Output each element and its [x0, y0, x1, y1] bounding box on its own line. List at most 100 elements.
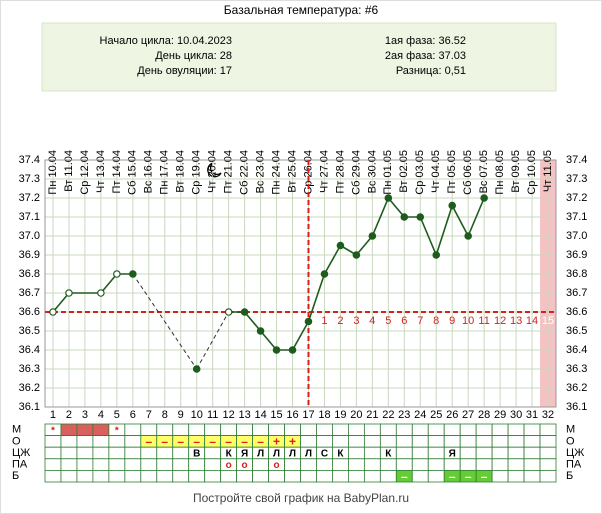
y-tick-label: 37.2: [19, 192, 40, 204]
cell: [523, 469, 541, 483]
cell: [523, 458, 541, 471]
info-text: День цикла: 28: [155, 50, 232, 62]
cell: [268, 469, 285, 483]
cell-text: –: [241, 435, 248, 449]
cell: [348, 446, 365, 460]
cell: [363, 435, 381, 448]
line-segment: [451, 205, 469, 237]
x-tick-label: 26: [446, 409, 458, 421]
cell: [539, 423, 557, 437]
line-segment: [52, 292, 70, 313]
cell: [220, 469, 238, 483]
luteal-day: 13: [510, 315, 522, 327]
date-label: Сб 15.04: [127, 150, 139, 195]
plot-border: [44, 159, 557, 408]
info-text: День овуляции: 17: [137, 65, 232, 77]
cell-text: С: [321, 449, 328, 460]
data-point: [448, 201, 457, 210]
x-tick-label: 11: [207, 409, 218, 421]
y-tick-label: 36.5: [19, 325, 40, 337]
cell-text: +: [273, 435, 280, 449]
cell-text: –: [449, 469, 456, 483]
cell: [459, 446, 477, 460]
y-tick-label: 36.2: [19, 382, 40, 394]
x-tick-label: 19: [334, 409, 346, 421]
cell-text: Л: [273, 449, 280, 460]
date-label: Вт 18.04: [175, 150, 187, 193]
cell: [523, 423, 541, 437]
date-label: Вт 09.05: [510, 150, 522, 193]
line-segment: [387, 197, 405, 218]
date-label: Пт 05.05: [446, 150, 458, 194]
cell-text: –: [401, 469, 408, 483]
cell-text: Я: [241, 449, 248, 460]
data-point: [320, 270, 329, 278]
data-point: [400, 213, 409, 221]
date-label: Сб 29.04: [350, 150, 362, 195]
cell: [124, 435, 142, 448]
cell: [443, 435, 461, 448]
row-label-right: Б: [566, 470, 573, 482]
x-tick-label: 1: [50, 409, 56, 421]
date-label: Чт 11.05: [542, 150, 554, 192]
x-tick-label: 30: [510, 409, 522, 421]
cell: [459, 435, 477, 448]
y-tick-label-right: 36.5: [566, 325, 587, 337]
cell-text: *: [115, 425, 119, 436]
cell: [44, 435, 62, 448]
y-tick-label-right: 36.1: [566, 401, 587, 413]
luteal-day: 8: [433, 315, 439, 327]
cell: [475, 446, 493, 460]
cell: [92, 446, 110, 460]
row-label-right: О: [566, 435, 575, 447]
cell: [491, 446, 509, 460]
luteal-day: 5: [385, 315, 391, 327]
y-tick-label-right: 36.2: [566, 382, 587, 394]
cell-text: о: [273, 460, 279, 471]
cell: [363, 423, 381, 437]
cell: [523, 446, 541, 460]
cell: [44, 458, 62, 471]
cell: [459, 423, 477, 437]
chart-title: Базальная температура: #6: [224, 3, 379, 17]
date-label: Пн 01.05: [382, 150, 394, 195]
cell: [491, 435, 509, 448]
row-label-right: М: [566, 424, 575, 436]
cell-text: –: [177, 435, 184, 449]
x-tick-label: 12: [223, 409, 235, 421]
cell-text: –: [209, 435, 216, 449]
date-label: Пт 14.04: [111, 150, 123, 194]
cell: [491, 423, 509, 437]
cell-text: Л: [257, 449, 264, 460]
y-tick-label: 37.0: [19, 230, 40, 242]
date-label: Вс 23.04: [254, 150, 266, 193]
luteal-day: 11: [478, 315, 489, 327]
cell: [204, 469, 222, 483]
luteal-day: 7: [417, 315, 423, 327]
cell: [156, 458, 174, 471]
cell: [60, 469, 78, 483]
luteal-day: 15: [542, 315, 554, 327]
cell: [348, 469, 365, 483]
data-point: [288, 346, 297, 354]
cell-text: –: [225, 435, 232, 449]
cell: [236, 469, 253, 483]
cell-text: Л: [289, 449, 296, 460]
cell: [124, 469, 142, 483]
cell: [204, 446, 222, 460]
luteal-day: 4: [369, 315, 375, 327]
date-label: Вт 11.04: [63, 150, 75, 192]
data-point: [480, 194, 488, 202]
cell: [539, 469, 557, 483]
info-text: 1ая фаза: 36.52: [385, 35, 466, 47]
x-tick-label: 6: [130, 409, 136, 421]
cell: [44, 469, 62, 483]
cell: [332, 469, 349, 483]
cell: [395, 435, 413, 448]
x-tick-label: 16: [286, 409, 298, 421]
cell: [300, 435, 317, 448]
row-label-right: ПА: [566, 459, 582, 471]
luteal-day: 10: [462, 315, 474, 327]
cell-text: Я: [449, 449, 456, 460]
